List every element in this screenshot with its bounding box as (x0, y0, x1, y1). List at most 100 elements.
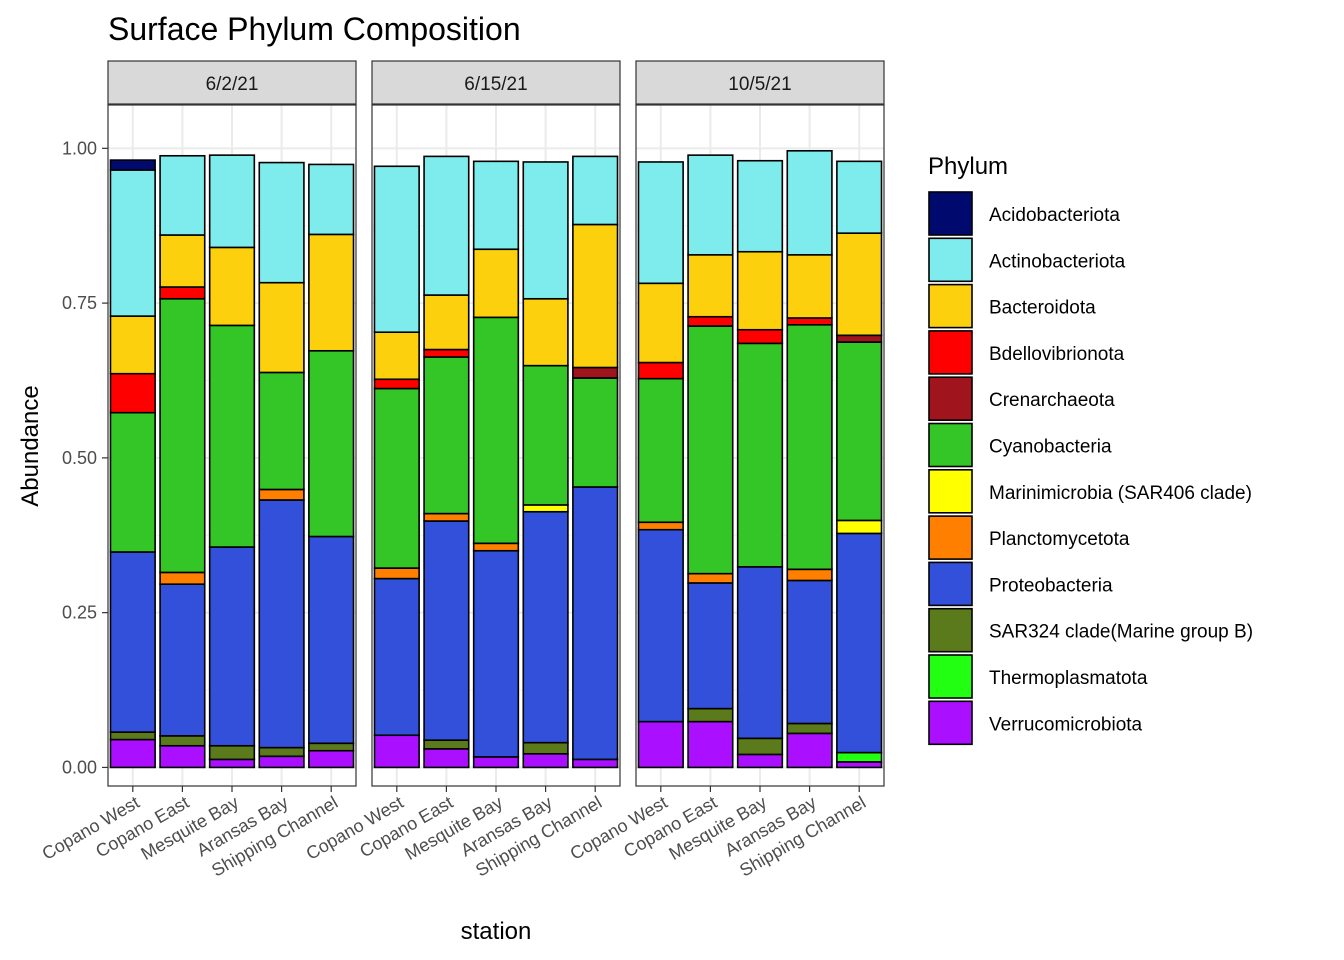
y-tick-label: 0.25 (62, 603, 97, 623)
bar-segment (736, 328, 784, 345)
bar-segment (308, 749, 355, 769)
bar-segment (258, 371, 305, 491)
legend-item: Bdellovibrionota (928, 330, 1125, 375)
bar-segment (423, 739, 470, 750)
legend-item: Crenarchaeota (928, 376, 1115, 422)
bar-segment (522, 161, 569, 300)
bar-segment (836, 761, 883, 769)
bar-segment (786, 254, 833, 319)
bar-segment (423, 348, 470, 358)
bar-segment (109, 731, 156, 741)
bar-segment (423, 512, 470, 522)
bar-segment (836, 532, 883, 754)
bar-segment (637, 521, 684, 531)
legend-swatch (928, 191, 973, 236)
bar-segment (373, 577, 420, 737)
bar-segment (208, 758, 256, 769)
legend-item: Proteobacteria (928, 561, 1113, 607)
bar-segment (687, 572, 734, 584)
bar-segment (472, 248, 520, 319)
bar-segment (572, 758, 619, 769)
bar-segment (637, 720, 684, 769)
bar-segment (308, 742, 355, 752)
legend-swatch (928, 561, 973, 607)
bar-segment (522, 504, 569, 513)
bar-segment (308, 163, 355, 236)
bar-segment (472, 542, 520, 552)
bar-segment (109, 411, 156, 553)
legend-swatch (928, 283, 973, 329)
legend-swatch (928, 330, 973, 375)
bar-segment (308, 349, 355, 538)
legend-item: Cyanobacteria (928, 422, 1112, 468)
bar-segment (373, 567, 420, 580)
legend: Phylum Acidobacteriota Actinobacteriota Ba… (928, 153, 1253, 746)
bar-segment (637, 377, 684, 524)
bar-segment (208, 324, 256, 548)
bar-segment (687, 707, 734, 723)
bar-segment (786, 579, 833, 725)
bar-segment (637, 528, 684, 723)
legend-item: Acidobacteriota (928, 191, 1120, 236)
bar-segment (687, 315, 734, 327)
bar-segment (258, 281, 305, 374)
facet-strip-label: 10/5/21 (728, 74, 791, 95)
legend-label: Bacteroidota (989, 298, 1096, 319)
legend-label: Cyanobacteria (989, 437, 1112, 458)
legend-item: Actinobacteriota (928, 237, 1126, 283)
legend-item: Verrucomicrobiota (928, 700, 1143, 746)
bar-segment (258, 161, 305, 284)
bar-segment (208, 246, 256, 327)
legend-label: Thermoplasmatota (989, 668, 1148, 689)
bar-segment (258, 499, 305, 749)
legend-swatch (928, 237, 973, 283)
bar-segment (258, 755, 305, 769)
bar-segment (373, 734, 420, 769)
y-tick-label: 0.75 (62, 293, 97, 313)
bar-segment (687, 325, 734, 575)
legend-label: Verrucomicrobiota (989, 714, 1143, 735)
bar-segment (159, 234, 206, 288)
legend-item: Bacteroidota (928, 283, 1096, 329)
y-tick-label: 0.50 (62, 448, 97, 468)
bar-segment (258, 488, 305, 501)
bar-segment (836, 334, 883, 343)
y-tick-label: 0.00 (62, 757, 97, 777)
facet-strip-label: 6/2/21 (206, 74, 259, 95)
bar-segment (687, 582, 734, 710)
y-axis: 0.00 0.25 0.50 0.75 1.00 (62, 138, 108, 777)
legend-swatch (928, 422, 973, 468)
bar-segment (373, 165, 420, 334)
bar-segment (572, 155, 619, 226)
legend-swatch (928, 607, 973, 653)
bar-segment (159, 571, 206, 585)
bar-segment (786, 732, 833, 769)
bar-segment (109, 315, 156, 375)
bar-segment (786, 568, 833, 582)
bar-segment (522, 741, 569, 755)
bar-segment (687, 720, 734, 769)
bar-segment (572, 377, 619, 488)
legend-swatch (928, 700, 973, 746)
bar-segment (836, 232, 883, 337)
legend-swatch (928, 468, 973, 514)
bar-segment (522, 297, 569, 367)
bar-segment (373, 331, 420, 381)
bar-segment (159, 744, 206, 769)
bar-segment (786, 150, 833, 256)
bar-segment (572, 223, 619, 369)
bar-segment (637, 282, 684, 364)
bar-segment (208, 546, 256, 747)
bar-segment (786, 317, 833, 326)
bar-segment (423, 294, 470, 351)
bar-segment (836, 160, 883, 234)
bar-segment (736, 753, 784, 769)
bar-segment (109, 372, 156, 414)
x-axis-title: station (461, 918, 532, 945)
bar-segment (687, 254, 734, 318)
bar-segment (109, 551, 156, 733)
legend-swatch (928, 654, 973, 699)
bar-segment (786, 323, 833, 571)
